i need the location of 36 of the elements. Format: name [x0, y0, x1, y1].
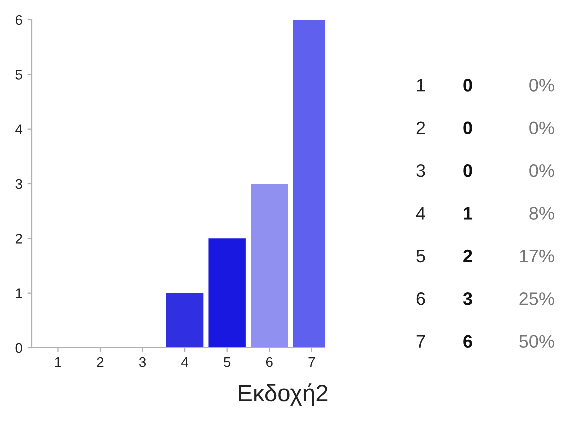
category-label: 2: [464, 250, 472, 262]
category-label: 5: [416, 250, 426, 263]
category-label: 3: [463, 292, 472, 306]
category-label: 6: [464, 335, 472, 348]
y-tick-label: 1: [16, 288, 22, 298]
category-label: 7: [416, 335, 426, 348]
category-label: 4: [416, 207, 426, 220]
text: 0: [464, 79, 472, 92]
text: 0%: [530, 122, 554, 135]
text: 17%: [520, 250, 554, 263]
text: 0%: [530, 164, 554, 178]
category-label: 1: [464, 207, 473, 220]
x-tick-label: 7: [308, 358, 316, 368]
y-tick-label: 0: [16, 343, 22, 354]
y-tick-label: 2: [16, 234, 22, 244]
x-tick-label: 3: [139, 357, 146, 368]
text: 8%: [530, 207, 554, 220]
y-tick-label: 6: [16, 15, 22, 26]
y-tick-label: 4: [16, 124, 23, 134]
text: 0: [464, 122, 472, 135]
text: 3: [416, 164, 426, 178]
x-tick-label: 4: [182, 358, 189, 368]
text: 0%: [530, 79, 554, 92]
y-tick-label: 3: [16, 179, 22, 190]
x-tick-label: 5: [224, 358, 231, 368]
text: 6: [416, 292, 426, 306]
x-tick-label: 2: [97, 357, 104, 368]
text: 50%: [520, 335, 554, 348]
text: 0: [464, 164, 472, 178]
text: 1: [417, 79, 426, 92]
x-tick-label: 1: [55, 358, 62, 368]
text: 2: [416, 122, 426, 134]
x-tick-label: 6: [266, 357, 273, 368]
text: Εκδοχή2: [239, 384, 328, 406]
text: 25%: [520, 292, 554, 306]
y-tick-label: 5: [16, 70, 22, 80]
